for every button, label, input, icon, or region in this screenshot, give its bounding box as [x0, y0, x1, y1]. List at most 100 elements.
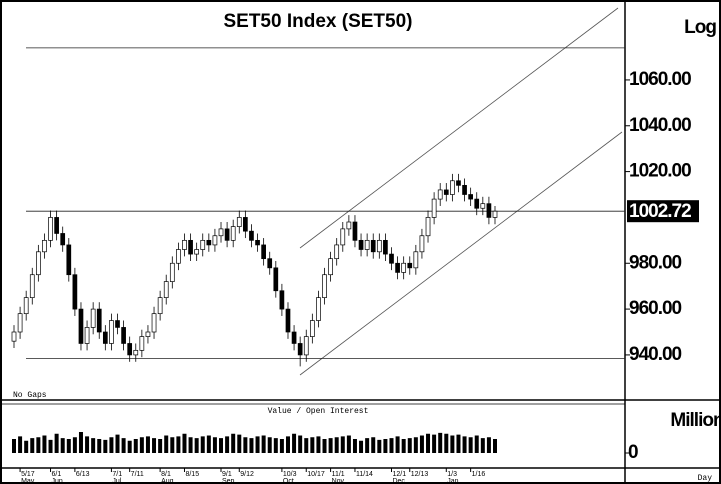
- volume-bar: [304, 438, 309, 453]
- volume-bar: [133, 439, 138, 453]
- volume-bar: [310, 437, 315, 453]
- volume-bar: [255, 436, 260, 453]
- volume-bar: [127, 440, 132, 453]
- volume-bar: [389, 438, 394, 453]
- volume-bar: [456, 434, 461, 453]
- month-label: Jul: [112, 478, 121, 484]
- volume-bar: [206, 435, 211, 453]
- volume-bar: [480, 438, 485, 453]
- volume-bar: [182, 433, 187, 453]
- gap-label: No Gaps: [13, 391, 47, 400]
- volume-bar: [158, 439, 163, 453]
- candle-body: [249, 230, 254, 241]
- volume-tick-label: 0: [628, 442, 638, 463]
- volume-bar: [78, 432, 83, 453]
- volume-bar: [377, 439, 382, 453]
- candle-body: [255, 239, 260, 246]
- candle-body: [456, 180, 461, 186]
- candle-body: [425, 217, 431, 237]
- volume-bar: [432, 434, 437, 453]
- volume-bar: [298, 435, 303, 453]
- candle-body: [133, 349, 139, 356]
- last-price-box: [627, 200, 699, 223]
- candle-body: [42, 239, 47, 253]
- volume-bar: [231, 433, 236, 453]
- candle-body: [157, 297, 163, 315]
- candle-body: [182, 239, 187, 250]
- candle-body: [352, 221, 358, 241]
- volume-bar: [450, 435, 455, 453]
- candle-body: [188, 239, 193, 255]
- candle-body: [36, 251, 41, 276]
- candle-body: [364, 239, 370, 250]
- volume-bar: [371, 437, 376, 453]
- candle-body: [200, 239, 206, 250]
- candle-body: [29, 274, 35, 298]
- volume-bar: [383, 439, 388, 453]
- candle-body: [328, 258, 333, 276]
- month-label: May: [21, 478, 35, 484]
- volume-bar: [267, 437, 272, 453]
- month-label: Aug: [161, 478, 174, 484]
- candle-body: [322, 274, 327, 298]
- y-tick-label: 940.00: [629, 344, 682, 365]
- candle-body: [139, 336, 145, 351]
- volume-bar: [12, 439, 16, 453]
- candle-body: [346, 221, 352, 230]
- volume-bar: [145, 436, 150, 453]
- candle-body: [450, 180, 455, 195]
- volume-unit: Million: [670, 410, 721, 431]
- candle-body: [194, 249, 200, 255]
- candle-body: [66, 244, 72, 276]
- month-label: Nov: [332, 478, 345, 484]
- scale-label: Log: [684, 17, 716, 38]
- volume-bar: [170, 437, 175, 453]
- x-tick-label: 1/16: [472, 471, 486, 478]
- month-label: Dec: [392, 478, 405, 484]
- month-label: Jan: [447, 478, 458, 484]
- candle-body: [206, 239, 212, 246]
- candle-body: [48, 217, 53, 241]
- volume-bar: [407, 438, 412, 453]
- volume-bar: [261, 435, 266, 453]
- volume-bar: [219, 438, 224, 453]
- candle-body: [90, 308, 96, 328]
- volume-bar: [237, 434, 242, 453]
- volume-bar: [115, 434, 120, 453]
- candle-body: [468, 194, 473, 200]
- candle-body: [389, 253, 394, 264]
- x-tick-label: 6/1: [52, 471, 62, 478]
- volume-bar: [243, 437, 248, 453]
- volume-bar: [474, 435, 479, 453]
- candle-body: [102, 331, 108, 344]
- candle-body: [236, 217, 242, 227]
- volume-bar: [426, 433, 431, 453]
- candle-body: [17, 313, 23, 333]
- volume-bar: [139, 437, 144, 453]
- volume-bar: [346, 435, 351, 453]
- trend-line: [299, 7, 619, 249]
- volume-bar: [36, 437, 41, 453]
- trend-line: [299, 131, 623, 376]
- x-tick-label: 8/1: [161, 471, 171, 478]
- volume-bar: [72, 437, 77, 453]
- volume-bar: [395, 436, 400, 453]
- candle-body: [169, 262, 175, 282]
- x-tick-label: 11/14: [356, 471, 373, 478]
- volume-bar: [42, 435, 47, 453]
- candle-body: [297, 343, 303, 356]
- candle-body: [419, 235, 425, 253]
- candle-body: [230, 226, 236, 241]
- x-tick-label: 11/1: [332, 471, 345, 478]
- candle-body: [273, 267, 279, 292]
- candle-body: [176, 249, 181, 264]
- volume-bar: [24, 440, 29, 453]
- y-tick-label: 980.00: [629, 252, 682, 273]
- volume-bar: [322, 439, 327, 453]
- candle-body: [23, 297, 29, 315]
- candle-body: [443, 189, 449, 195]
- volume-bar: [176, 436, 181, 453]
- candle-body: [127, 343, 133, 356]
